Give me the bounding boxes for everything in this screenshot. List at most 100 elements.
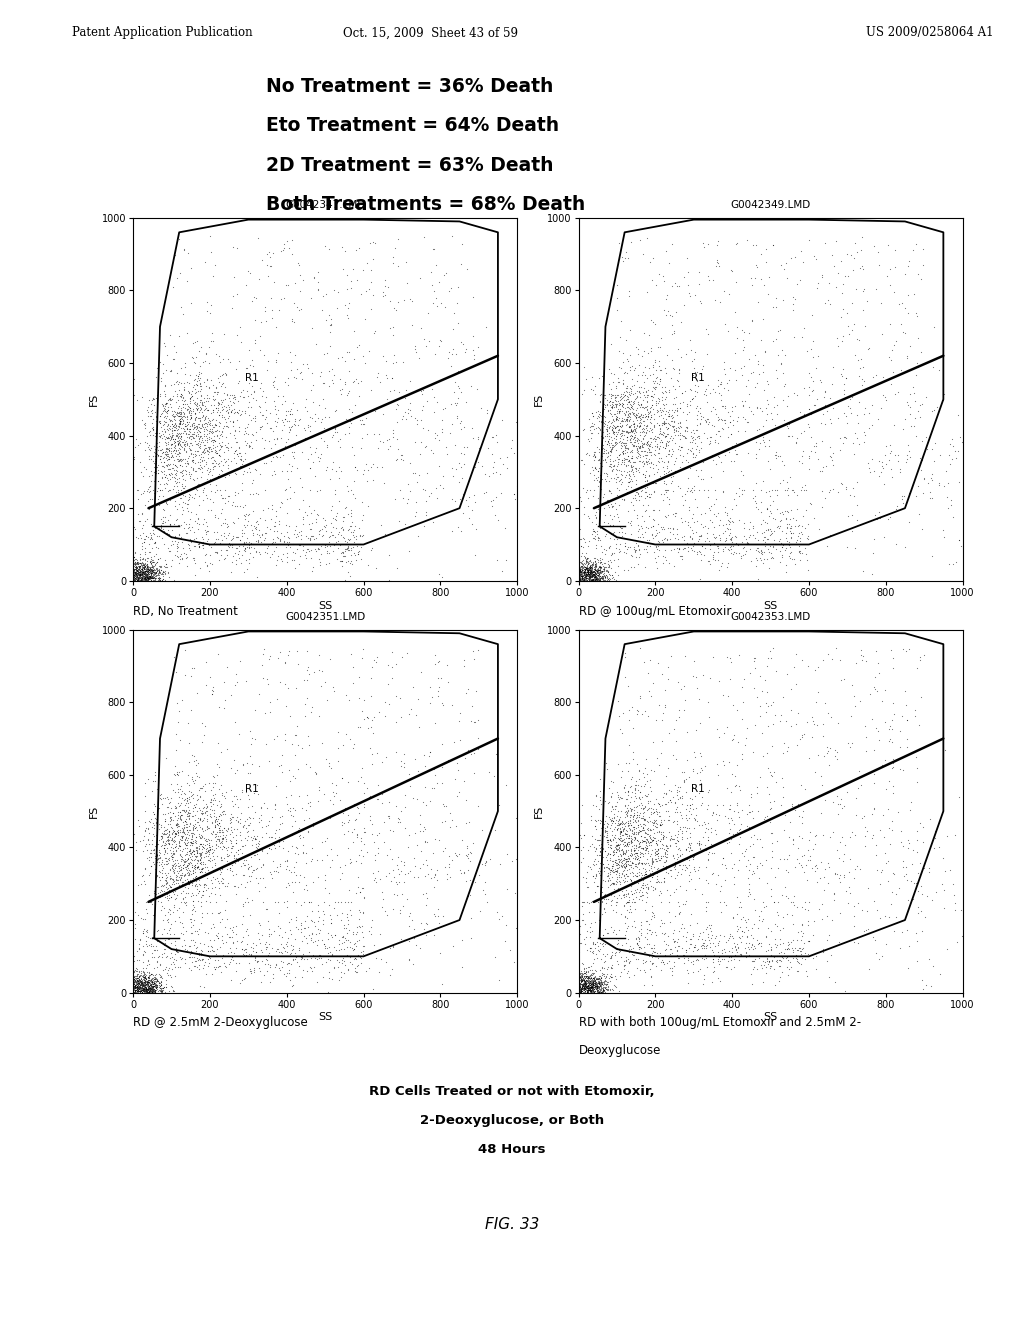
Point bbox=[169, 420, 185, 441]
Point bbox=[153, 385, 169, 407]
Point bbox=[590, 558, 606, 579]
Point bbox=[584, 977, 600, 998]
Point bbox=[626, 359, 642, 380]
Point bbox=[185, 657, 202, 678]
Point bbox=[136, 561, 153, 582]
Point bbox=[584, 970, 600, 991]
Point bbox=[349, 536, 366, 557]
Point bbox=[582, 937, 598, 958]
Point bbox=[453, 253, 469, 275]
Point bbox=[159, 871, 175, 892]
Point bbox=[188, 479, 205, 500]
Point bbox=[615, 853, 632, 874]
Point bbox=[444, 850, 461, 871]
Point bbox=[275, 525, 292, 546]
Point bbox=[218, 450, 234, 471]
Point bbox=[127, 554, 143, 576]
Point bbox=[210, 829, 226, 850]
Point bbox=[658, 400, 675, 421]
Point bbox=[167, 911, 183, 932]
Point bbox=[204, 680, 220, 701]
Point bbox=[216, 442, 232, 463]
Point bbox=[668, 799, 684, 820]
Point bbox=[593, 948, 609, 969]
Point bbox=[760, 873, 776, 894]
Point bbox=[654, 432, 671, 453]
Point bbox=[583, 414, 599, 436]
Point bbox=[125, 438, 141, 459]
Point bbox=[252, 508, 268, 529]
Point bbox=[573, 568, 590, 589]
Point bbox=[601, 480, 617, 502]
Point bbox=[343, 277, 359, 298]
Point bbox=[464, 417, 480, 438]
Point bbox=[831, 776, 848, 797]
Point bbox=[633, 838, 649, 859]
Point bbox=[222, 809, 239, 830]
Point bbox=[429, 899, 445, 920]
Point bbox=[355, 772, 372, 793]
Point bbox=[825, 890, 842, 911]
Point bbox=[630, 837, 646, 858]
Point bbox=[807, 401, 823, 422]
Point bbox=[640, 878, 656, 899]
Point bbox=[185, 450, 202, 471]
Point bbox=[667, 810, 683, 832]
Point bbox=[196, 873, 212, 894]
Point bbox=[302, 503, 318, 524]
Point bbox=[670, 830, 686, 851]
Point bbox=[612, 834, 629, 855]
Point bbox=[728, 482, 744, 503]
Point bbox=[160, 433, 176, 454]
Point bbox=[642, 441, 658, 462]
Point bbox=[787, 946, 804, 968]
Point bbox=[138, 968, 155, 989]
Point bbox=[135, 966, 152, 987]
Point bbox=[361, 737, 378, 758]
Point bbox=[132, 556, 148, 577]
Point bbox=[642, 400, 658, 421]
Point bbox=[666, 322, 682, 343]
Point bbox=[255, 499, 271, 520]
Point bbox=[160, 523, 176, 544]
Point bbox=[575, 969, 592, 990]
Point bbox=[678, 921, 694, 942]
Point bbox=[162, 393, 178, 414]
Point bbox=[137, 564, 154, 585]
Point bbox=[341, 399, 357, 420]
Point bbox=[742, 936, 759, 957]
Point bbox=[406, 953, 422, 974]
Point bbox=[591, 978, 607, 999]
Point bbox=[181, 846, 198, 867]
Point bbox=[129, 973, 145, 994]
Point bbox=[633, 430, 649, 451]
Point bbox=[128, 974, 144, 995]
Point bbox=[294, 797, 310, 818]
Point bbox=[942, 454, 958, 475]
Point bbox=[187, 866, 204, 887]
Point bbox=[598, 565, 614, 586]
Point bbox=[617, 820, 634, 841]
Point bbox=[157, 939, 173, 960]
Point bbox=[763, 502, 779, 523]
Point bbox=[589, 977, 605, 998]
Point bbox=[719, 957, 735, 978]
Point bbox=[202, 838, 218, 859]
Point bbox=[384, 367, 400, 388]
Point bbox=[447, 842, 464, 863]
Point bbox=[166, 981, 182, 1002]
Point bbox=[604, 855, 621, 876]
Point bbox=[611, 857, 628, 878]
Point bbox=[249, 775, 265, 796]
Point bbox=[243, 826, 259, 847]
Point bbox=[739, 816, 756, 837]
Point bbox=[590, 975, 606, 997]
Point bbox=[625, 451, 641, 473]
Point bbox=[678, 781, 694, 803]
Point bbox=[607, 405, 624, 426]
Point bbox=[132, 564, 148, 585]
Point bbox=[772, 710, 788, 731]
Point bbox=[137, 568, 154, 589]
Point bbox=[579, 570, 595, 591]
Point bbox=[624, 420, 640, 441]
